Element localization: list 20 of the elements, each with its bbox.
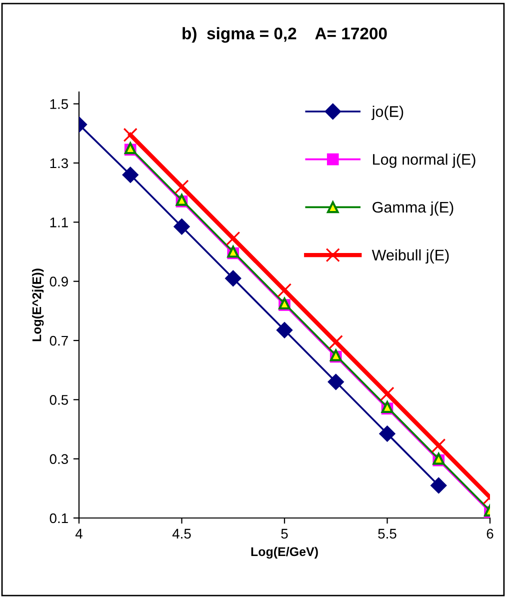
- y-axis-title: Log(E^2j(E)): [32, 268, 44, 342]
- legend-label: Log normal j(E): [373, 154, 476, 168]
- y-tick-label: 1.5: [50, 99, 68, 110]
- y-tick-label: 1.3: [50, 158, 68, 168]
- x-tick-label: 4.5: [172, 528, 191, 539]
- x-tick-label: 5: [281, 528, 288, 539]
- x-tick-label: 5.5: [378, 528, 396, 539]
- y-tick-label: 1.1: [50, 218, 68, 228]
- y-tick-label: 0.7: [50, 336, 68, 346]
- x-tick-label: 4: [75, 528, 82, 538]
- x-axis-title: Log(E/GeV): [251, 546, 318, 559]
- legend-label: Gamma j(E): [372, 201, 454, 216]
- y-tick-label: 0.5: [50, 395, 68, 405]
- y-tick-label: 0.3: [50, 454, 68, 464]
- y-tick-label: 0.1: [50, 513, 68, 524]
- x-tick-label: 6: [486, 528, 494, 539]
- chart-title: b) sigma = 0,2 A= 17200: [182, 27, 387, 43]
- legend-label: Weibull j(E): [372, 249, 449, 264]
- legend-label: jo(E): [371, 106, 404, 120]
- y-tick-label: 0.9: [50, 276, 68, 287]
